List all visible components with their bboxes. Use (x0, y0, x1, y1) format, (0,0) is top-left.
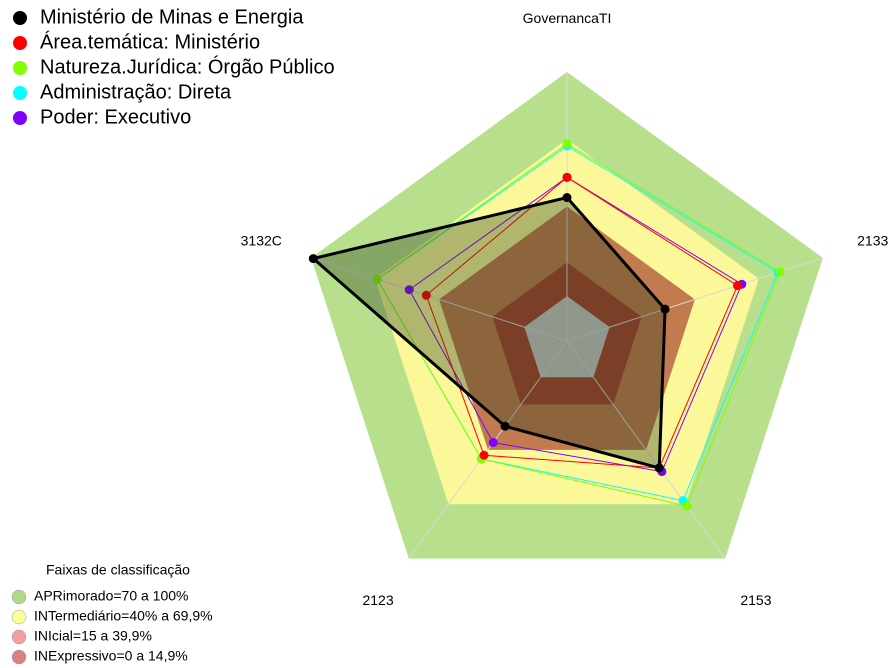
series-point (660, 304, 670, 314)
legend-marker (13, 61, 27, 75)
series-point (488, 438, 498, 448)
axis-label: 2133 (857, 232, 888, 248)
band-legend-label: INIcial=15 a 39,9% (34, 628, 152, 644)
legend-label: Ministério de Minas e Energia (40, 6, 304, 28)
axis-label: GovernancaTI (523, 10, 612, 26)
series-point (562, 172, 572, 182)
series-line (310, 195, 667, 470)
axis-label: 2153 (740, 592, 771, 608)
legend-marker (13, 86, 27, 100)
series-point (733, 281, 743, 291)
legend-marker (13, 11, 27, 25)
legend-label: Área.temática: Ministério (40, 30, 260, 53)
legend-label: Natureza.Jurídica: Órgão Público (40, 55, 335, 78)
series-point (682, 501, 692, 511)
series-point (654, 463, 664, 473)
series-point (404, 285, 414, 295)
series-point (308, 254, 318, 264)
axis-spoke (408, 340, 568, 559)
series-point (562, 193, 572, 203)
series-point (479, 450, 489, 460)
series-point (775, 267, 785, 277)
band-legend-marker (11, 589, 27, 605)
band-legend-marker (11, 609, 27, 625)
series-point (372, 274, 382, 284)
band-legend-marker (11, 649, 27, 665)
legend-label: Poder: Executivo (40, 106, 191, 128)
series-point (421, 290, 431, 300)
legend-marker (13, 36, 27, 50)
axis-spoke (566, 340, 726, 559)
series-line (425, 176, 739, 469)
series-line (408, 176, 743, 473)
band-legend-title: Faixas de classificação (46, 562, 190, 578)
series-point (500, 421, 510, 431)
axis-spoke (311, 257, 568, 342)
band-legend-label: INExpressivo=0 a 14,9% (34, 648, 188, 664)
legend-label: Administração: Direta (40, 81, 232, 103)
legend-marker (13, 111, 27, 125)
band-legend-label: APRimorado=70 a 100% (34, 588, 189, 604)
band-legend-marker (11, 629, 27, 645)
series-point (562, 139, 572, 149)
band-legend-label: INTermediário=40% a 69,9% (34, 608, 213, 624)
series-line (376, 143, 781, 507)
axis-label: 2123 (362, 592, 393, 608)
axis-label: 3132C (241, 232, 282, 248)
